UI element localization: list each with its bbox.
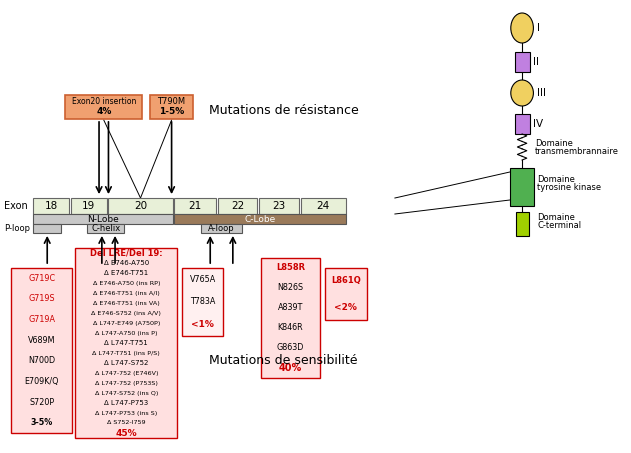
- Text: 3-5%: 3-5%: [30, 418, 52, 427]
- Text: Δ E746-T751 (ins A/I): Δ E746-T751 (ins A/I): [93, 290, 160, 295]
- Text: Exon20 insertion: Exon20 insertion: [71, 97, 136, 106]
- Text: Δ E746-A750: Δ E746-A750: [103, 260, 149, 266]
- Text: 23: 23: [273, 201, 286, 211]
- Bar: [76, 248, 177, 438]
- Text: Del LRE/Del 19:: Del LRE/Del 19:: [90, 249, 163, 257]
- Text: E709K/Q: E709K/Q: [25, 377, 59, 386]
- Text: K846R: K846R: [278, 323, 303, 333]
- Text: IV: IV: [533, 119, 543, 129]
- Bar: [87, 224, 124, 233]
- Text: P-loop: P-loop: [4, 224, 30, 233]
- Text: Δ L747-S752: Δ L747-S752: [104, 360, 148, 366]
- Bar: [218, 198, 257, 214]
- Text: <1%: <1%: [191, 320, 214, 329]
- Text: C-Lobe: C-Lobe: [245, 215, 276, 223]
- Text: G863D: G863D: [276, 343, 304, 352]
- Bar: [516, 212, 529, 236]
- Text: Δ L747-P753 (ins S): Δ L747-P753 (ins S): [95, 410, 158, 415]
- Text: L858R: L858R: [276, 264, 305, 273]
- Text: 22: 22: [231, 201, 244, 211]
- Text: Domaine: Domaine: [537, 175, 575, 184]
- Bar: [514, 114, 529, 134]
- Bar: [259, 198, 299, 214]
- Text: Δ L747-T751: Δ L747-T751: [105, 340, 148, 346]
- Text: transmembrannaire: transmembrannaire: [535, 146, 619, 155]
- Text: Domaine: Domaine: [535, 139, 573, 148]
- Ellipse shape: [511, 13, 533, 43]
- Text: II: II: [533, 57, 540, 67]
- Text: 21: 21: [189, 201, 202, 211]
- Text: I: I: [537, 23, 540, 33]
- Text: Domaine: Domaine: [537, 213, 575, 222]
- Bar: [109, 198, 172, 214]
- Text: 24: 24: [317, 201, 330, 211]
- Bar: [150, 95, 193, 119]
- Text: G719A: G719A: [28, 315, 55, 324]
- Text: <2%: <2%: [334, 303, 357, 312]
- Text: N700D: N700D: [28, 357, 55, 365]
- Text: 4%: 4%: [96, 107, 112, 116]
- Text: 1-5%: 1-5%: [159, 107, 184, 116]
- Text: G719C: G719C: [28, 274, 55, 283]
- Bar: [201, 224, 242, 233]
- Text: Δ E746-T751: Δ E746-T751: [104, 270, 148, 276]
- Ellipse shape: [511, 80, 533, 106]
- Text: 18: 18: [44, 201, 57, 211]
- Text: III: III: [537, 88, 546, 98]
- Text: 20: 20: [134, 201, 147, 211]
- Bar: [33, 198, 69, 214]
- Text: Δ L747-P753: Δ L747-P753: [104, 400, 148, 406]
- Bar: [65, 95, 143, 119]
- Bar: [514, 52, 529, 72]
- Text: L861Q: L861Q: [331, 276, 361, 285]
- Text: C-terminal: C-terminal: [537, 222, 581, 231]
- Text: Δ L747-T751 (ins P/S): Δ L747-T751 (ins P/S): [93, 351, 160, 356]
- Text: 40%: 40%: [279, 363, 302, 373]
- Text: Δ L747-A750 (ins P): Δ L747-A750 (ins P): [95, 331, 158, 336]
- Bar: [11, 268, 72, 433]
- Text: Δ L747-S752 (ins Q): Δ L747-S752 (ins Q): [95, 390, 158, 395]
- Text: A-loop: A-loop: [208, 224, 235, 233]
- Bar: [33, 224, 61, 233]
- Text: V689M: V689M: [28, 336, 56, 345]
- Text: C-helix: C-helix: [91, 224, 121, 233]
- Text: Δ L747-E749 (A750P): Δ L747-E749 (A750P): [93, 321, 160, 326]
- Text: Mutations de résistance: Mutations de résistance: [209, 103, 359, 116]
- Bar: [33, 214, 172, 224]
- Text: T783A: T783A: [190, 298, 215, 307]
- Text: tyrosine kinase: tyrosine kinase: [537, 183, 601, 193]
- Text: Δ E746-S752 (ins A/V): Δ E746-S752 (ins A/V): [91, 310, 162, 315]
- Text: Δ L747-752 (E746V): Δ L747-752 (E746V): [95, 371, 158, 376]
- Text: A839T: A839T: [278, 304, 303, 313]
- Bar: [174, 198, 216, 214]
- Text: V765A: V765A: [189, 275, 216, 284]
- Bar: [174, 214, 346, 224]
- Bar: [71, 198, 107, 214]
- Text: S720P: S720P: [29, 398, 54, 406]
- Bar: [325, 268, 367, 320]
- Text: N-Lobe: N-Lobe: [87, 215, 119, 223]
- Text: Mutations de sensibilité: Mutations de sensibilité: [209, 353, 358, 366]
- Bar: [301, 198, 346, 214]
- Text: N826S: N826S: [277, 284, 304, 293]
- Bar: [510, 168, 534, 206]
- Text: 19: 19: [82, 201, 95, 211]
- Text: Exon: Exon: [4, 201, 27, 211]
- Text: G719S: G719S: [28, 294, 55, 304]
- Bar: [182, 268, 223, 336]
- Text: T790M: T790M: [158, 97, 186, 106]
- Text: Δ L747-752 (P753S): Δ L747-752 (P753S): [95, 381, 158, 386]
- Bar: [261, 258, 319, 378]
- Text: 45%: 45%: [115, 429, 137, 438]
- Text: Δ E746-A750 (ins RP): Δ E746-A750 (ins RP): [93, 280, 160, 285]
- Text: Δ E746-T751 (ins VA): Δ E746-T751 (ins VA): [93, 300, 160, 305]
- Text: Δ S752-I759: Δ S752-I759: [107, 420, 146, 425]
